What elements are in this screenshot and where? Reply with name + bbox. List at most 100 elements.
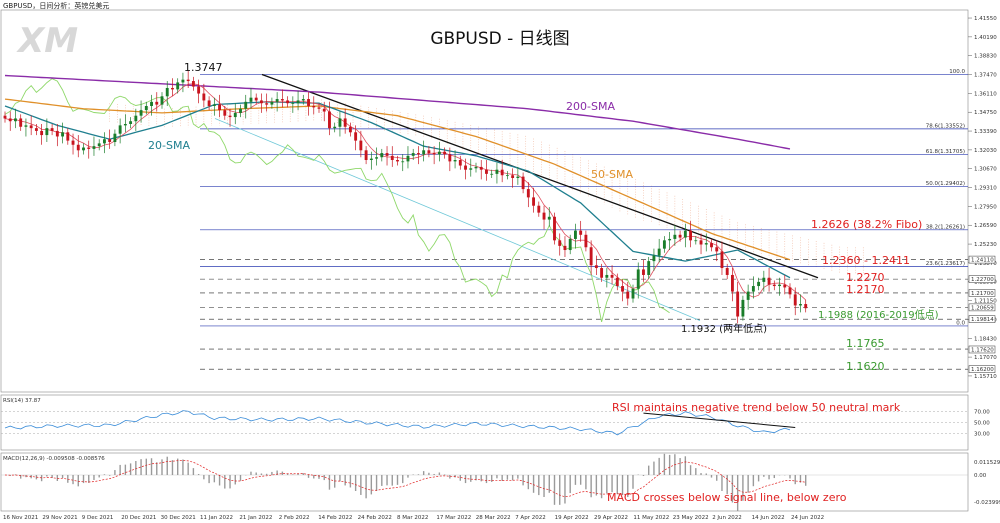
- annotation-level-b: 1.2170: [846, 283, 885, 296]
- candle-body: [29, 125, 33, 129]
- date-tick-label: 11 Jan 2022: [200, 515, 233, 521]
- rsi-indicator: 70.00 50.00 30.00: [1, 410, 990, 438]
- macd-tick-label: 0.011529: [974, 460, 1000, 466]
- price-tag-label: 1.16200: [971, 367, 994, 373]
- tenkan-line: [4, 83, 806, 301]
- candle-body: [34, 128, 38, 131]
- candle-body: [469, 168, 473, 170]
- candle-body: [301, 99, 305, 101]
- price-tag-label: 1.17620: [971, 347, 994, 353]
- date-tick-label: 2 Feb 2022: [279, 515, 310, 521]
- candle-body: [657, 248, 661, 256]
- candle-body: [275, 99, 279, 102]
- candle-body: [359, 140, 363, 151]
- candle-body: [249, 97, 253, 102]
- candle-body: [228, 115, 232, 118]
- candle-body: [259, 100, 263, 104]
- price-tag-label: 1.19814: [971, 317, 994, 323]
- candle-body: [453, 160, 457, 162]
- macd-signal-line: [4, 460, 806, 498]
- candle-body: [662, 240, 666, 249]
- date-axis: 16 Nov 2021 29 Nov 2021 9 Dec 2021 20 Dec 2…: [3, 515, 824, 521]
- candle-body: [647, 261, 651, 275]
- candle-body: [254, 97, 258, 101]
- price-tick-label: 1.41550: [974, 16, 997, 22]
- candle-body: [406, 155, 410, 162]
- candle-body: [45, 128, 49, 136]
- date-tick-label: 16 Nov 2021: [3, 515, 38, 521]
- price-tags: 1.24110 1.22700 1.21700 1.20659 1.19814 1.176…: [968, 255, 996, 373]
- candle-body: [191, 81, 195, 87]
- candle-body: [636, 269, 640, 289]
- candle-body: [526, 189, 530, 198]
- macd-indicator: 0.011529 0.00 -0.023999: [1, 453, 1000, 511]
- price-tag-box: [968, 255, 996, 264]
- macd-tick-label: -0.023999: [974, 500, 1000, 506]
- candle-body: [479, 166, 483, 170]
- candle-body: [66, 132, 70, 141]
- candle-body: [50, 128, 54, 131]
- price-tag-box: [968, 289, 996, 297]
- candle-body: [76, 144, 80, 151]
- annotation-high: 1.3747: [184, 61, 223, 74]
- candle-body: [772, 284, 776, 287]
- candle-body: [244, 101, 248, 109]
- date-tick-label: 29 Nov 2021: [42, 515, 77, 521]
- sma200-line: [4, 74, 791, 150]
- candle-body: [108, 139, 112, 142]
- candle-body: [385, 153, 389, 156]
- rsi-line: [4, 410, 791, 436]
- candle-body: [375, 157, 379, 159]
- candle-body: [511, 175, 515, 179]
- fib-label: 61.8(1.31705): [926, 149, 965, 155]
- date-tick-label: 19 Apr 2022: [555, 515, 589, 521]
- candle-body: [307, 99, 310, 106]
- candle-body: [704, 243, 708, 245]
- date-tick-label: 14 Jun 2022: [752, 515, 785, 521]
- candle-body: [579, 230, 583, 235]
- candle-body: [715, 247, 719, 252]
- candle-body: [422, 150, 426, 155]
- candle-body: [380, 153, 384, 158]
- candle-body: [150, 101, 153, 106]
- candle-body: [751, 286, 755, 292]
- annotation-level-e: 1.1620: [846, 360, 885, 373]
- price-tag-box: [968, 275, 996, 283]
- candle-body: [563, 245, 567, 251]
- date-tick-label: 29 Apr 2022: [594, 515, 628, 521]
- candle-body: [720, 251, 724, 269]
- candle-body: [516, 176, 520, 179]
- candle-body: [401, 161, 405, 163]
- candle-body: [490, 173, 494, 175]
- date-tick-label: 23 May 2022: [673, 515, 709, 521]
- price-tick-label: 1.37470: [974, 73, 997, 79]
- candle-body: [87, 147, 91, 149]
- candle-body: [8, 118, 12, 122]
- candle-body: [369, 158, 373, 161]
- price-tick-label: 1.40190: [974, 35, 997, 41]
- price-tick-label: 1.15710: [974, 374, 997, 380]
- candle-body: [24, 125, 28, 127]
- candle-body: [678, 234, 682, 238]
- annotation-sma50: 50-SMA: [591, 168, 633, 181]
- candle-body: [437, 151, 441, 155]
- candle-body: [642, 269, 645, 275]
- candle-body: [500, 169, 504, 176]
- annotation-sma200: 200-SMA: [566, 100, 615, 113]
- candle-body: [207, 100, 211, 106]
- price-tick-label: 1.33390: [974, 129, 997, 135]
- rsi-note: RSI maintains negative trend below 50 ne…: [612, 401, 901, 414]
- price-tag-box: [968, 345, 996, 354]
- macd-tick-label: 0.00: [974, 473, 987, 479]
- candle-body: [584, 234, 588, 248]
- candle-body: [553, 216, 556, 241]
- candle-body: [354, 132, 358, 141]
- candle-body: [343, 118, 347, 127]
- candle-body: [97, 143, 101, 147]
- candle-body: [348, 126, 352, 133]
- fib-label: 23.6(1.23617): [926, 261, 965, 267]
- candle-body: [746, 291, 750, 300]
- candle-body: [270, 101, 274, 105]
- candle-body: [589, 247, 593, 266]
